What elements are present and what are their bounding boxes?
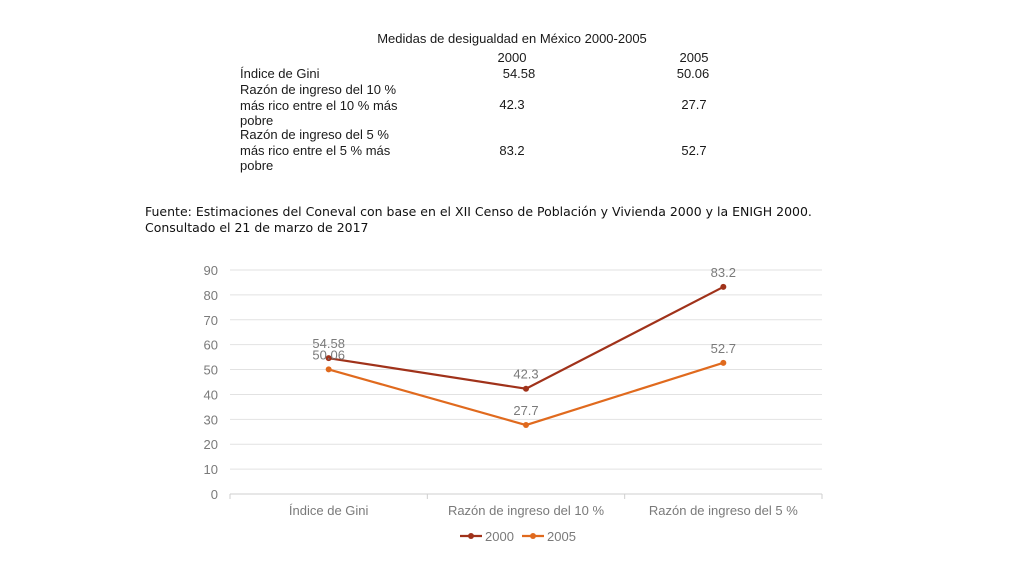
legend-label: 2005 [547,529,576,544]
row-label-line: Razón de ingreso del 5 % [240,127,389,142]
y-tick-label: 70 [204,313,218,328]
legend-label: 2000 [485,529,514,544]
y-tick-label: 60 [204,338,218,353]
data-label: 83.2 [711,265,736,280]
row-label-line: pobre [240,113,274,128]
y-tick-label: 0 [211,487,218,502]
row-label-line: más rico entre el 5 % más [240,142,391,158]
data-point [325,355,332,362]
chart-svg: 0 10 20 30 40 50 60 70 80 90 Índice de Gini Razón d… [204,263,823,544]
y-tick-label: 90 [204,263,218,278]
legend-swatch-marker [530,533,536,539]
y-tick-label: 40 [204,387,218,402]
cell-gini-2000: 54.58 [502,66,536,81]
cell-ratio5-2000: 83.2 [499,143,525,158]
x-tick-label: Índice de Gini [289,503,369,518]
source-note: Fuente: Estimaciones del Coneval con bas… [145,204,905,236]
data-point [523,422,529,429]
legend-swatch-marker [468,533,474,539]
x-tick-label: Razón de ingreso del 10 % [448,503,605,518]
row-label-line: pobre [240,158,274,173]
y-tick-label: 20 [204,437,218,452]
y-tick-label: 50 [204,363,218,378]
data-label: 42.3 [513,367,538,382]
data-point [325,366,332,373]
header-2000: 2000 [497,50,527,65]
data-label: 52.7 [711,341,736,356]
cell-ratio10-2000: 42.3 [499,97,525,112]
data-label: 50.06 [312,347,345,362]
data-point [720,283,727,290]
y-tick-label: 30 [204,412,218,427]
table-title: Medidas de desigualdad en México 2000-20… [377,31,647,46]
row-label-line: Índice de Gini [240,66,320,81]
cell-ratio10-2005: 27.7 [681,97,707,112]
source-line-1: Fuente: Estimaciones del Coneval con bas… [145,204,812,219]
x-tick-label: Razón de ingreso del 5 % [649,503,798,518]
row-label-ratio-10: Razón de ingreso del 10 % más rico entre… [240,82,425,129]
row-label-ratio-5: Razón de ingreso del 5 % más rico entre … [240,127,425,174]
cell-ratio5-2005: 52.7 [681,143,707,158]
row-label-line: más rico entre el 10 % más [240,97,398,113]
source-line-2: Consultado el 21 de marzo de 2017 [145,220,369,235]
data-label: 27.7 [513,403,538,418]
line-chart: 0 10 20 30 40 50 60 70 80 90 Índice de Gini Razón d… [0,250,1024,570]
data-point [720,359,727,366]
data-label: 54.58 [312,336,345,351]
y-tick-label: 10 [204,462,218,477]
row-label-gini: Índice de Gini [240,66,425,82]
y-tick-label: 80 [204,288,218,303]
cell-gini-2005: 50.06 [676,66,710,81]
data-point [523,385,529,392]
row-label-line: Razón de ingreso del 10 % [240,82,397,97]
header-2005: 2005 [679,50,709,65]
